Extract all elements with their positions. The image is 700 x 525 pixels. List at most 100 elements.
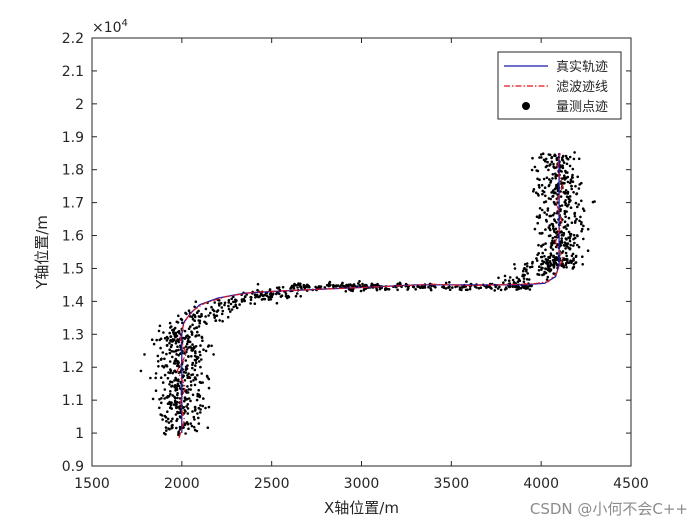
measurement-point	[591, 200, 595, 204]
measurement-point	[199, 365, 202, 369]
measurement-point	[565, 254, 568, 258]
measurement-point	[544, 271, 548, 275]
measurement-point	[201, 381, 204, 384]
measurement-point	[556, 158, 559, 161]
measurement-point	[576, 205, 579, 209]
measurement-point	[184, 345, 188, 348]
measurement-point	[250, 296, 253, 299]
y-tick-label: 1.6	[62, 229, 84, 245]
measurement-point	[171, 339, 175, 343]
measurement-point	[143, 353, 146, 356]
measurement-point	[553, 153, 557, 157]
measurement-point	[212, 313, 216, 317]
measurement-point	[540, 266, 543, 270]
measurement-point	[545, 164, 549, 168]
measurement-point	[175, 419, 178, 423]
measurement-point	[315, 286, 319, 290]
measurement-point	[281, 285, 285, 289]
y-tick-label: 0.9	[62, 459, 84, 475]
measurement-point	[150, 338, 154, 342]
measurement-point	[543, 254, 546, 258]
measurement-point	[560, 165, 564, 168]
measurement-point	[184, 368, 188, 371]
measurement-point	[195, 398, 199, 402]
measurement-point	[194, 364, 197, 367]
measurement-point	[465, 280, 468, 283]
measurement-point	[169, 368, 172, 371]
measurement-point	[174, 357, 178, 361]
measurement-point	[528, 288, 532, 291]
measurement-point	[515, 276, 519, 279]
measurement-point	[536, 253, 539, 257]
measurement-point	[541, 259, 544, 263]
measurement-point	[177, 361, 180, 365]
measurement-point	[545, 220, 548, 223]
measurement-point	[166, 417, 170, 421]
measurement-point	[554, 177, 557, 180]
measurement-point	[561, 250, 565, 253]
measurement-point	[502, 281, 505, 285]
measurement-point	[560, 204, 564, 207]
measurement-point	[563, 220, 567, 223]
measurement-point	[183, 396, 187, 399]
measurement-point	[544, 194, 547, 198]
measurement-point	[553, 191, 557, 195]
measurement-point	[267, 296, 270, 299]
measurement-point	[548, 153, 552, 157]
measurement-point	[215, 314, 219, 318]
measurement-point	[139, 369, 143, 373]
measurement-point	[167, 427, 170, 430]
measurement-point	[570, 184, 573, 188]
measurement-point	[581, 207, 585, 210]
measurement-point	[447, 286, 450, 289]
measurement-point	[212, 353, 215, 356]
measurement-point	[213, 301, 216, 304]
measurement-point	[171, 328, 174, 332]
measurement-point	[444, 281, 448, 285]
measurement-point	[230, 297, 233, 301]
measurement-point	[537, 273, 541, 277]
measurement-point	[347, 284, 350, 288]
measurement-point	[537, 243, 540, 247]
measurement-point	[564, 237, 568, 240]
measurement-point	[253, 293, 257, 297]
measurement-point	[493, 289, 497, 292]
measurement-point	[537, 269, 541, 272]
measurement-point	[197, 388, 200, 392]
x-tick-label: 4000	[523, 476, 559, 492]
measurement-point	[302, 285, 306, 289]
measurement-point	[173, 326, 177, 330]
measurement-point	[549, 246, 553, 249]
measurement-point	[553, 166, 557, 170]
measurement-point	[198, 350, 201, 354]
measurement-point	[189, 399, 192, 403]
measurement-point	[234, 300, 237, 304]
measurement-point	[542, 243, 545, 246]
measurement-point	[344, 290, 348, 293]
measurement-point	[516, 280, 520, 284]
measurement-point	[168, 321, 172, 325]
measurement-point	[196, 356, 200, 359]
measurement-point	[173, 362, 177, 365]
measurement-point	[198, 319, 202, 323]
measurement-point	[184, 371, 188, 374]
measurement-point	[163, 397, 166, 400]
measurement-point	[551, 225, 555, 228]
measurement-point	[451, 286, 454, 289]
measurement-point	[581, 227, 584, 231]
measurement-point	[569, 235, 572, 238]
measurement-point	[563, 212, 567, 215]
measurement-point	[191, 323, 194, 327]
measurement-point	[540, 208, 544, 212]
measurement-point	[548, 227, 551, 230]
measurement-point	[531, 260, 534, 264]
measurement-point	[200, 312, 203, 316]
measurement-point	[554, 227, 558, 231]
measurement-point	[166, 410, 169, 414]
measurement-point	[295, 292, 299, 295]
measurement-point	[554, 245, 558, 249]
measurement-point	[158, 324, 162, 328]
measurement-point	[497, 276, 500, 280]
measurement-point	[544, 242, 547, 245]
measurement-point	[358, 280, 361, 283]
